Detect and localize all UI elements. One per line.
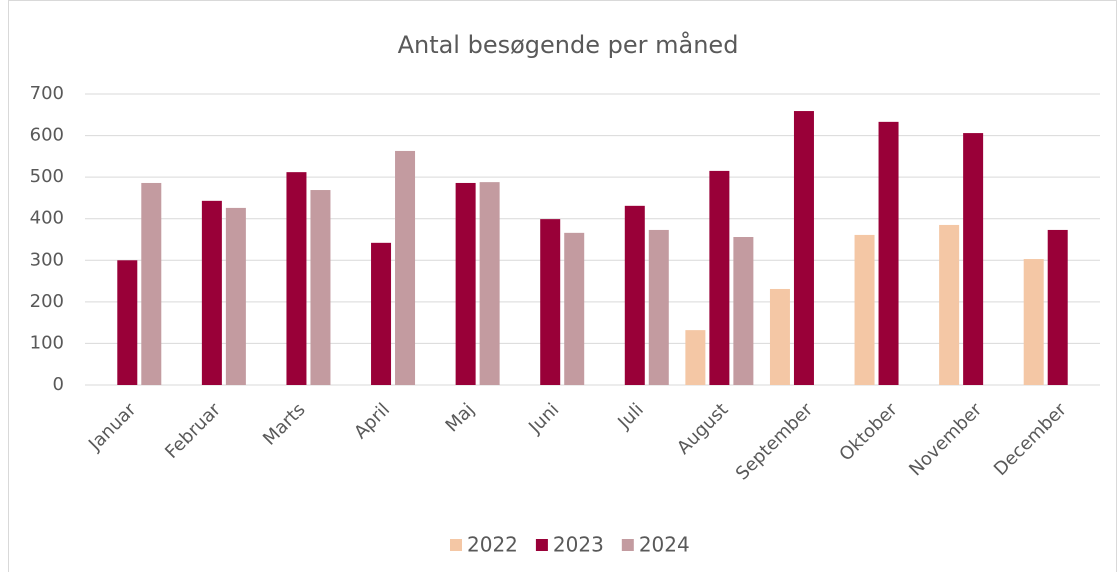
y-tick-label: 200 (30, 291, 64, 312)
y-tick-label: 500 (30, 166, 64, 187)
bar (624, 205, 645, 385)
y-tick-label: 0 (53, 374, 64, 395)
bar (878, 121, 899, 386)
bar (141, 182, 162, 385)
bar (648, 229, 669, 385)
bar (286, 172, 307, 385)
y-tick-label: 600 (30, 125, 64, 146)
bar (1023, 259, 1044, 385)
y-tick-label: 300 (30, 249, 64, 270)
legend-swatch (621, 539, 634, 551)
bar (395, 150, 416, 385)
bar (854, 234, 875, 385)
bar (117, 260, 138, 385)
bar (963, 133, 984, 385)
y-tick-label: 400 (30, 208, 64, 229)
bar (564, 232, 585, 385)
y-tick-label: 700 (30, 83, 64, 104)
bar (540, 219, 561, 385)
bar (769, 288, 790, 385)
bar (793, 111, 814, 386)
bar (685, 330, 706, 385)
bar (310, 190, 331, 385)
chart-frame (8, 0, 1117, 572)
bar (1047, 229, 1068, 385)
legend-label: 2022 (467, 533, 518, 557)
legend-label: 2023 (553, 533, 604, 557)
bar (733, 237, 754, 385)
legend-swatch (535, 539, 548, 551)
y-tick-label: 100 (30, 332, 64, 353)
legend-label: 2024 (639, 533, 690, 557)
chart-title: Antal besøgende per måned (398, 30, 739, 59)
bar (479, 182, 500, 385)
bar (201, 200, 222, 385)
bar (939, 224, 960, 385)
legend-swatch (450, 539, 462, 551)
bar (371, 242, 392, 385)
bar (455, 182, 476, 385)
bar (709, 170, 730, 385)
bar (225, 207, 246, 385)
